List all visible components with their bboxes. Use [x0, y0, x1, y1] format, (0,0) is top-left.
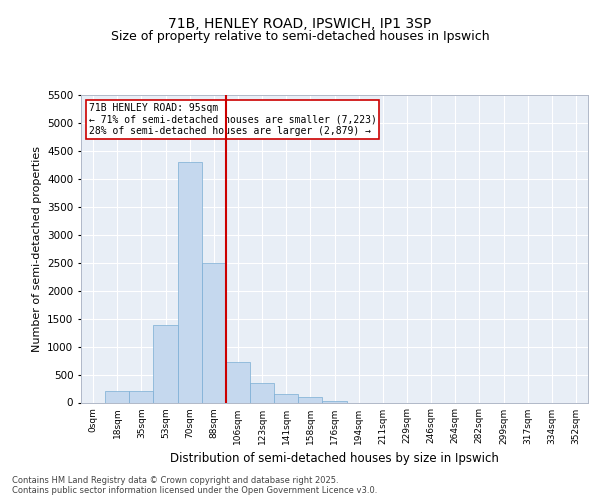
Bar — [105, 392, 129, 402]
X-axis label: Distribution of semi-detached houses by size in Ipswich: Distribution of semi-detached houses by … — [170, 452, 499, 465]
Bar — [178, 162, 202, 402]
Bar — [322, 401, 347, 402]
Text: Size of property relative to semi-detached houses in Ipswich: Size of property relative to semi-detach… — [110, 30, 490, 43]
Bar — [298, 397, 322, 402]
Bar — [129, 391, 154, 402]
Text: 71B, HENLEY ROAD, IPSWICH, IP1 3SP: 71B, HENLEY ROAD, IPSWICH, IP1 3SP — [169, 18, 431, 32]
Bar — [154, 326, 178, 402]
Text: 71B HENLEY ROAD: 95sqm
← 71% of semi-detached houses are smaller (7,223)
28% of : 71B HENLEY ROAD: 95sqm ← 71% of semi-det… — [89, 102, 376, 136]
Bar — [250, 383, 274, 402]
Bar — [226, 362, 250, 403]
Text: Contains HM Land Registry data © Crown copyright and database right 2025.
Contai: Contains HM Land Registry data © Crown c… — [12, 476, 377, 495]
Bar — [274, 394, 298, 402]
Y-axis label: Number of semi-detached properties: Number of semi-detached properties — [32, 146, 41, 352]
Bar — [202, 262, 226, 402]
